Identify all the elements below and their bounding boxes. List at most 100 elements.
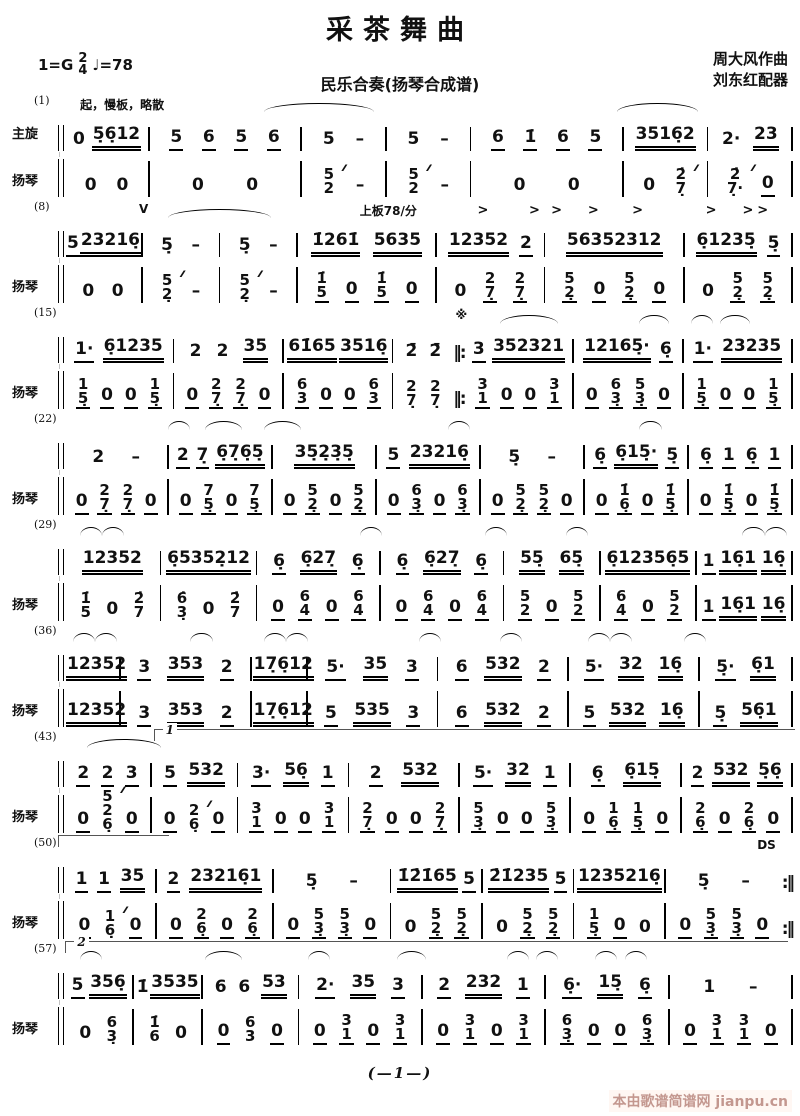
note: 352321 bbox=[492, 336, 566, 363]
chord-note: 2̣ bbox=[430, 919, 442, 937]
slur-arc bbox=[587, 633, 610, 642]
note: 3 bbox=[124, 763, 139, 787]
note: 56352312 bbox=[565, 230, 663, 257]
measure: 6̣5352̣12 bbox=[162, 548, 255, 575]
chord-note: 2 bbox=[695, 799, 706, 817]
measure: 1 5̣ 0 0 1 5̣ bbox=[66, 377, 172, 409]
annotation-layer bbox=[58, 521, 794, 535]
note: 0 bbox=[594, 491, 609, 515]
slur-arc bbox=[190, 633, 213, 642]
note: 16̣ bbox=[657, 654, 684, 681]
chord-note: 5̣ bbox=[632, 813, 644, 831]
measure: 5· 32 16̣ bbox=[570, 654, 697, 681]
note: 6̣· bbox=[562, 975, 583, 999]
note: 5 bbox=[588, 127, 603, 151]
system-brace-icon: { bbox=[54, 633, 60, 734]
chord-note: 6̣ bbox=[188, 815, 200, 833]
chord-note: 1̇ bbox=[376, 269, 387, 287]
chord-note: 2 bbox=[573, 601, 584, 619]
measure: 5· 35 3 bbox=[309, 654, 436, 681]
barline bbox=[140, 233, 143, 257]
staff-lines: 12352 3 353 2 17̣6̣12 5· 35 3 6 532 2 5· 32 16̣ 5̣· 6̣1… bbox=[58, 627, 794, 733]
annotation-layer: DS bbox=[58, 835, 794, 853]
barline bbox=[250, 691, 252, 727]
chord-note: 2 bbox=[430, 377, 441, 395]
system-brace-icon: { bbox=[54, 315, 60, 416]
note: 0 bbox=[342, 385, 357, 409]
barline bbox=[140, 267, 143, 303]
note: 6̣ bbox=[638, 975, 652, 999]
note: 353 bbox=[166, 700, 205, 727]
note: 0 bbox=[718, 385, 733, 409]
note: 0 bbox=[702, 281, 714, 301]
note: 2 bbox=[92, 447, 105, 467]
note-chord: 2 7̣ bbox=[233, 377, 248, 409]
accent-mark: > bbox=[705, 203, 717, 218]
barline bbox=[391, 339, 394, 363]
measure: 0 2 7̣ 2 7̣ 0 bbox=[66, 483, 166, 515]
barline bbox=[347, 797, 350, 833]
note: 12352 bbox=[447, 230, 510, 257]
note-chord: 1 5̣ bbox=[694, 377, 709, 409]
measure: 5 535 3 bbox=[309, 700, 436, 727]
chord-note: 5̣ bbox=[665, 495, 676, 513]
chord-note: 6 bbox=[423, 587, 434, 605]
note: 3· bbox=[251, 763, 272, 787]
note: 12352 bbox=[81, 548, 143, 575]
chord-note: 5 bbox=[339, 905, 350, 923]
note: 23216̣ bbox=[79, 230, 141, 257]
yangqin-line: 0052̣⁄⁄⁄–52̣⁄⁄⁄–1̇501̇50027̣27̣52̣052̣00… bbox=[58, 257, 794, 303]
note-chord: 6 3̣ bbox=[455, 483, 470, 515]
chord-note: 5 bbox=[545, 799, 557, 817]
note-chord: 1̇ 5 bbox=[314, 271, 329, 303]
barline bbox=[664, 869, 666, 893]
note: 0 bbox=[175, 1023, 187, 1043]
slur-arc bbox=[764, 527, 787, 536]
note: 0 bbox=[655, 809, 670, 833]
note: 16̣ bbox=[760, 548, 787, 575]
annotation-layer: ※ bbox=[58, 308, 794, 323]
barline bbox=[458, 763, 461, 787]
annotation-text: 上板78/分 bbox=[359, 204, 417, 218]
accent-mark: > bbox=[587, 203, 599, 218]
chord-note: 6 bbox=[149, 1027, 160, 1045]
chord-note: 5 bbox=[634, 375, 646, 393]
note: 6̣ bbox=[395, 551, 410, 575]
chord-note: 2 bbox=[514, 269, 526, 287]
chord-note: 3 bbox=[323, 799, 335, 817]
staff-lines: ※ 1· 6̣1235 2 2 35 61̇65 3516̣ 2̄ 2̄ ‖: 3 352321 1216… bbox=[58, 308, 794, 415]
measure: 5 2̣ 0 5 2̣ 0 bbox=[546, 271, 682, 303]
measure: 0 6 3̣ 0 6 3̣ bbox=[378, 483, 478, 515]
barline bbox=[159, 551, 162, 575]
annotation-layer bbox=[58, 415, 794, 429]
note-chord: 5 2̣ bbox=[536, 483, 552, 515]
note: 0 bbox=[324, 597, 339, 621]
note: 5 bbox=[70, 975, 85, 999]
end-barline bbox=[791, 161, 793, 197]
slur-arc bbox=[205, 951, 242, 960]
note-chord: 1̇ 5 bbox=[78, 591, 92, 621]
measure: 2̇7̣·⁄⁄⁄0 bbox=[709, 164, 790, 197]
note: 532 bbox=[187, 760, 225, 787]
note: 5̣ bbox=[665, 445, 680, 469]
chord-note: 2̇ bbox=[229, 589, 241, 607]
note: 2 bbox=[537, 657, 551, 681]
yangqin-line: 1̇ 5 0 2̇ 7 6̇ 3̣ 0 2̇ 7 0 6 4 0 6 4 0 6 4 0 6 4 5 2 0 5 2 6 4 0 5 2 1 16… bbox=[58, 575, 794, 621]
note: 0 bbox=[386, 491, 401, 515]
barline bbox=[544, 1009, 547, 1045]
note: 2̄ bbox=[429, 341, 442, 361]
system-start-barline bbox=[58, 159, 64, 197]
chord-note: 5 bbox=[80, 603, 91, 621]
system-start-barline bbox=[58, 265, 64, 303]
measure: 0 5̣6̣12 bbox=[66, 124, 147, 151]
staff-group: 扬琴{123526̣5352̣126̣6̣27̣6̣6̣6̣27̣6̣55̣65… bbox=[12, 521, 794, 627]
note: 0 bbox=[312, 1021, 327, 1045]
end-barline bbox=[791, 127, 793, 151]
note: 0 bbox=[760, 173, 775, 197]
yangqin-part-label: 扬琴 bbox=[12, 386, 39, 401]
